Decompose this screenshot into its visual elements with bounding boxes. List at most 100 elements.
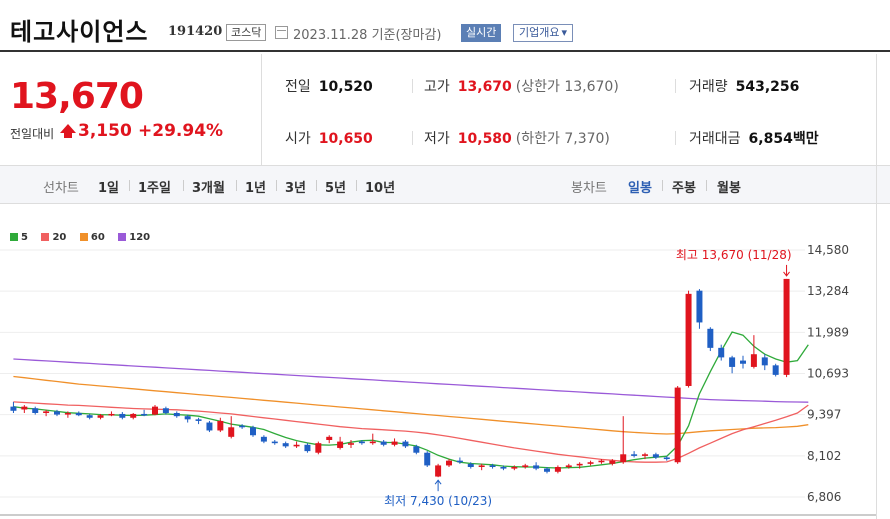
open-value: 10,650 [318, 131, 373, 147]
divider [236, 180, 237, 191]
stat-open: 시가 10,650 [285, 128, 373, 148]
amount-label: 거래대금 [689, 131, 741, 147]
y-tick-label: 8,102 [807, 449, 841, 463]
period-selector: 선차트 1일 1주일 3개월 1년 3년 5년 10년 봉차트 일봉 주봉 월봉 [0, 166, 890, 204]
legend-ma60: 60 [79, 232, 105, 243]
company-overview-dropdown[interactable]: 기업개요 [513, 24, 574, 42]
candle-body [250, 427, 256, 436]
price-chart[interactable]: 14,580 13,284 11,989 10,693 9,397 8,102 6,806 최… [0, 204, 890, 519]
line-chart-label: 선차트 [43, 181, 79, 196]
scroll-edge [876, 54, 890, 519]
candle-monthly[interactable]: 월봉 [717, 181, 741, 196]
candle-body [718, 347, 725, 358]
candle-body [54, 411, 60, 415]
candle-body [64, 412, 71, 415]
candle-body [631, 454, 638, 456]
candle-body [141, 413, 148, 416]
candle-body [642, 454, 648, 456]
candle-body [358, 441, 365, 444]
divider [412, 131, 413, 145]
prev-close-label: 전일 [285, 79, 311, 95]
candle-body [108, 413, 115, 416]
realtime-button[interactable]: 실시간 [461, 24, 502, 42]
period-1y[interactable]: 1년 [245, 181, 267, 196]
candle-body [337, 441, 344, 448]
candle-body [652, 454, 659, 458]
price-summary: 13,670 전일대비 3,150 +29.94% 전일 10,520 고가 13,… [0, 54, 890, 166]
candle-body [86, 415, 93, 418]
period-3m[interactable]: 3개월 [192, 181, 225, 196]
candle-body [402, 441, 409, 447]
candle-body [750, 354, 757, 367]
candle-body [772, 365, 779, 375]
divider [356, 180, 357, 191]
upper-limit: (상한가 13,670) [515, 79, 619, 95]
period-1d[interactable]: 1일 [98, 181, 120, 196]
candle-body [10, 406, 17, 411]
prev-close-value: 10,520 [318, 79, 373, 95]
candle-body [511, 467, 518, 469]
candle-body [674, 387, 681, 463]
divider [662, 180, 663, 191]
candle-body [467, 463, 474, 468]
volume-label: 거래량 [689, 79, 728, 95]
amount-value: 6,854 [748, 131, 793, 147]
candle-body [435, 465, 442, 477]
candle-body [228, 427, 235, 437]
candle-body [43, 411, 50, 413]
candle-body [576, 463, 583, 466]
candle-body [260, 436, 267, 442]
candle-body [97, 415, 104, 418]
company-name: 테고사이언스 [10, 18, 149, 46]
candle-body [456, 460, 463, 463]
candlestick-chart[interactable]: 14,580 13,284 11,989 10,693 9,397 8,102 6,806 최… [0, 204, 890, 519]
candle-body [21, 406, 28, 410]
period-1w[interactable]: 1주일 [138, 181, 171, 196]
candle-body [424, 452, 431, 466]
stat-high: 고가 13,670 (상한가 13,670) [424, 76, 619, 96]
y-tick-label: 13,284 [807, 284, 849, 298]
calendar-icon [275, 26, 288, 39]
divider [129, 180, 130, 191]
candle-body [696, 290, 703, 323]
candle-body [184, 416, 191, 420]
candle-body [478, 465, 485, 468]
divider [675, 131, 676, 145]
candle-body [565, 465, 572, 468]
candle-body [707, 328, 714, 348]
divider [316, 180, 317, 191]
candle-body [522, 465, 529, 468]
base-date: 2023.11.28 기준(장마감) [293, 28, 442, 43]
period-10y[interactable]: 10년 [365, 181, 396, 196]
stock-header: 테고사이언스 191420 코스닥 2023.11.28 기준(장마감) 실시간… [0, 0, 890, 52]
candle-weekly[interactable]: 주봉 [672, 181, 696, 196]
candle-body [620, 454, 627, 463]
divider [706, 180, 707, 191]
candle-body [32, 408, 39, 413]
low-value: 10,580 [457, 131, 512, 147]
market-badge: 코스닥 [226, 24, 267, 41]
high-label: 고가 [424, 79, 450, 95]
candle-body [75, 412, 82, 416]
candle-body [587, 462, 594, 464]
current-price: 13,670 [10, 76, 144, 117]
candle-body [740, 360, 746, 364]
candle-body [119, 413, 126, 418]
candle-body [413, 446, 420, 453]
volume-value: 543,256 [735, 79, 800, 95]
candle-body [348, 443, 354, 445]
candle-body [761, 357, 768, 366]
y-tick-label: 9,397 [807, 408, 841, 422]
candle-body [206, 422, 213, 431]
period-3y[interactable]: 3년 [285, 181, 307, 196]
candle-body [685, 293, 692, 386]
candle-daily[interactable]: 일봉 [628, 181, 652, 196]
candle-body [282, 443, 289, 447]
candle-body [369, 441, 376, 444]
candle-body [663, 457, 670, 460]
min-arrow-head [434, 479, 442, 485]
candle-body [315, 443, 322, 453]
period-5y[interactable]: 5년 [325, 181, 347, 196]
candle-body [500, 467, 507, 469]
candle-body [598, 460, 605, 463]
